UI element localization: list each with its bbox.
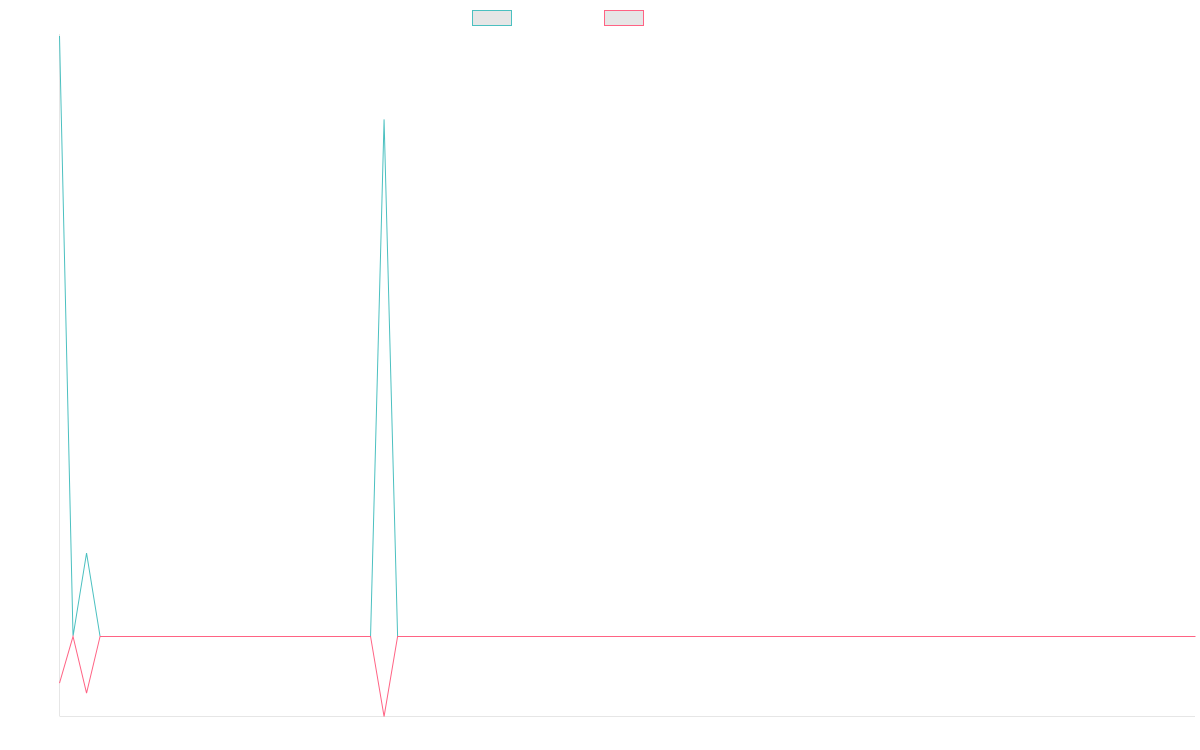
legend-swatch-series-1[interactable] [472, 10, 512, 26]
series-layer [59, 35, 1196, 717]
legend-swatch-series-2[interactable] [604, 10, 644, 26]
plot-area [59, 34, 1196, 717]
legend [472, 10, 644, 26]
series-line-2 [59, 634, 1196, 717]
series-line-1 [59, 35, 1196, 637]
